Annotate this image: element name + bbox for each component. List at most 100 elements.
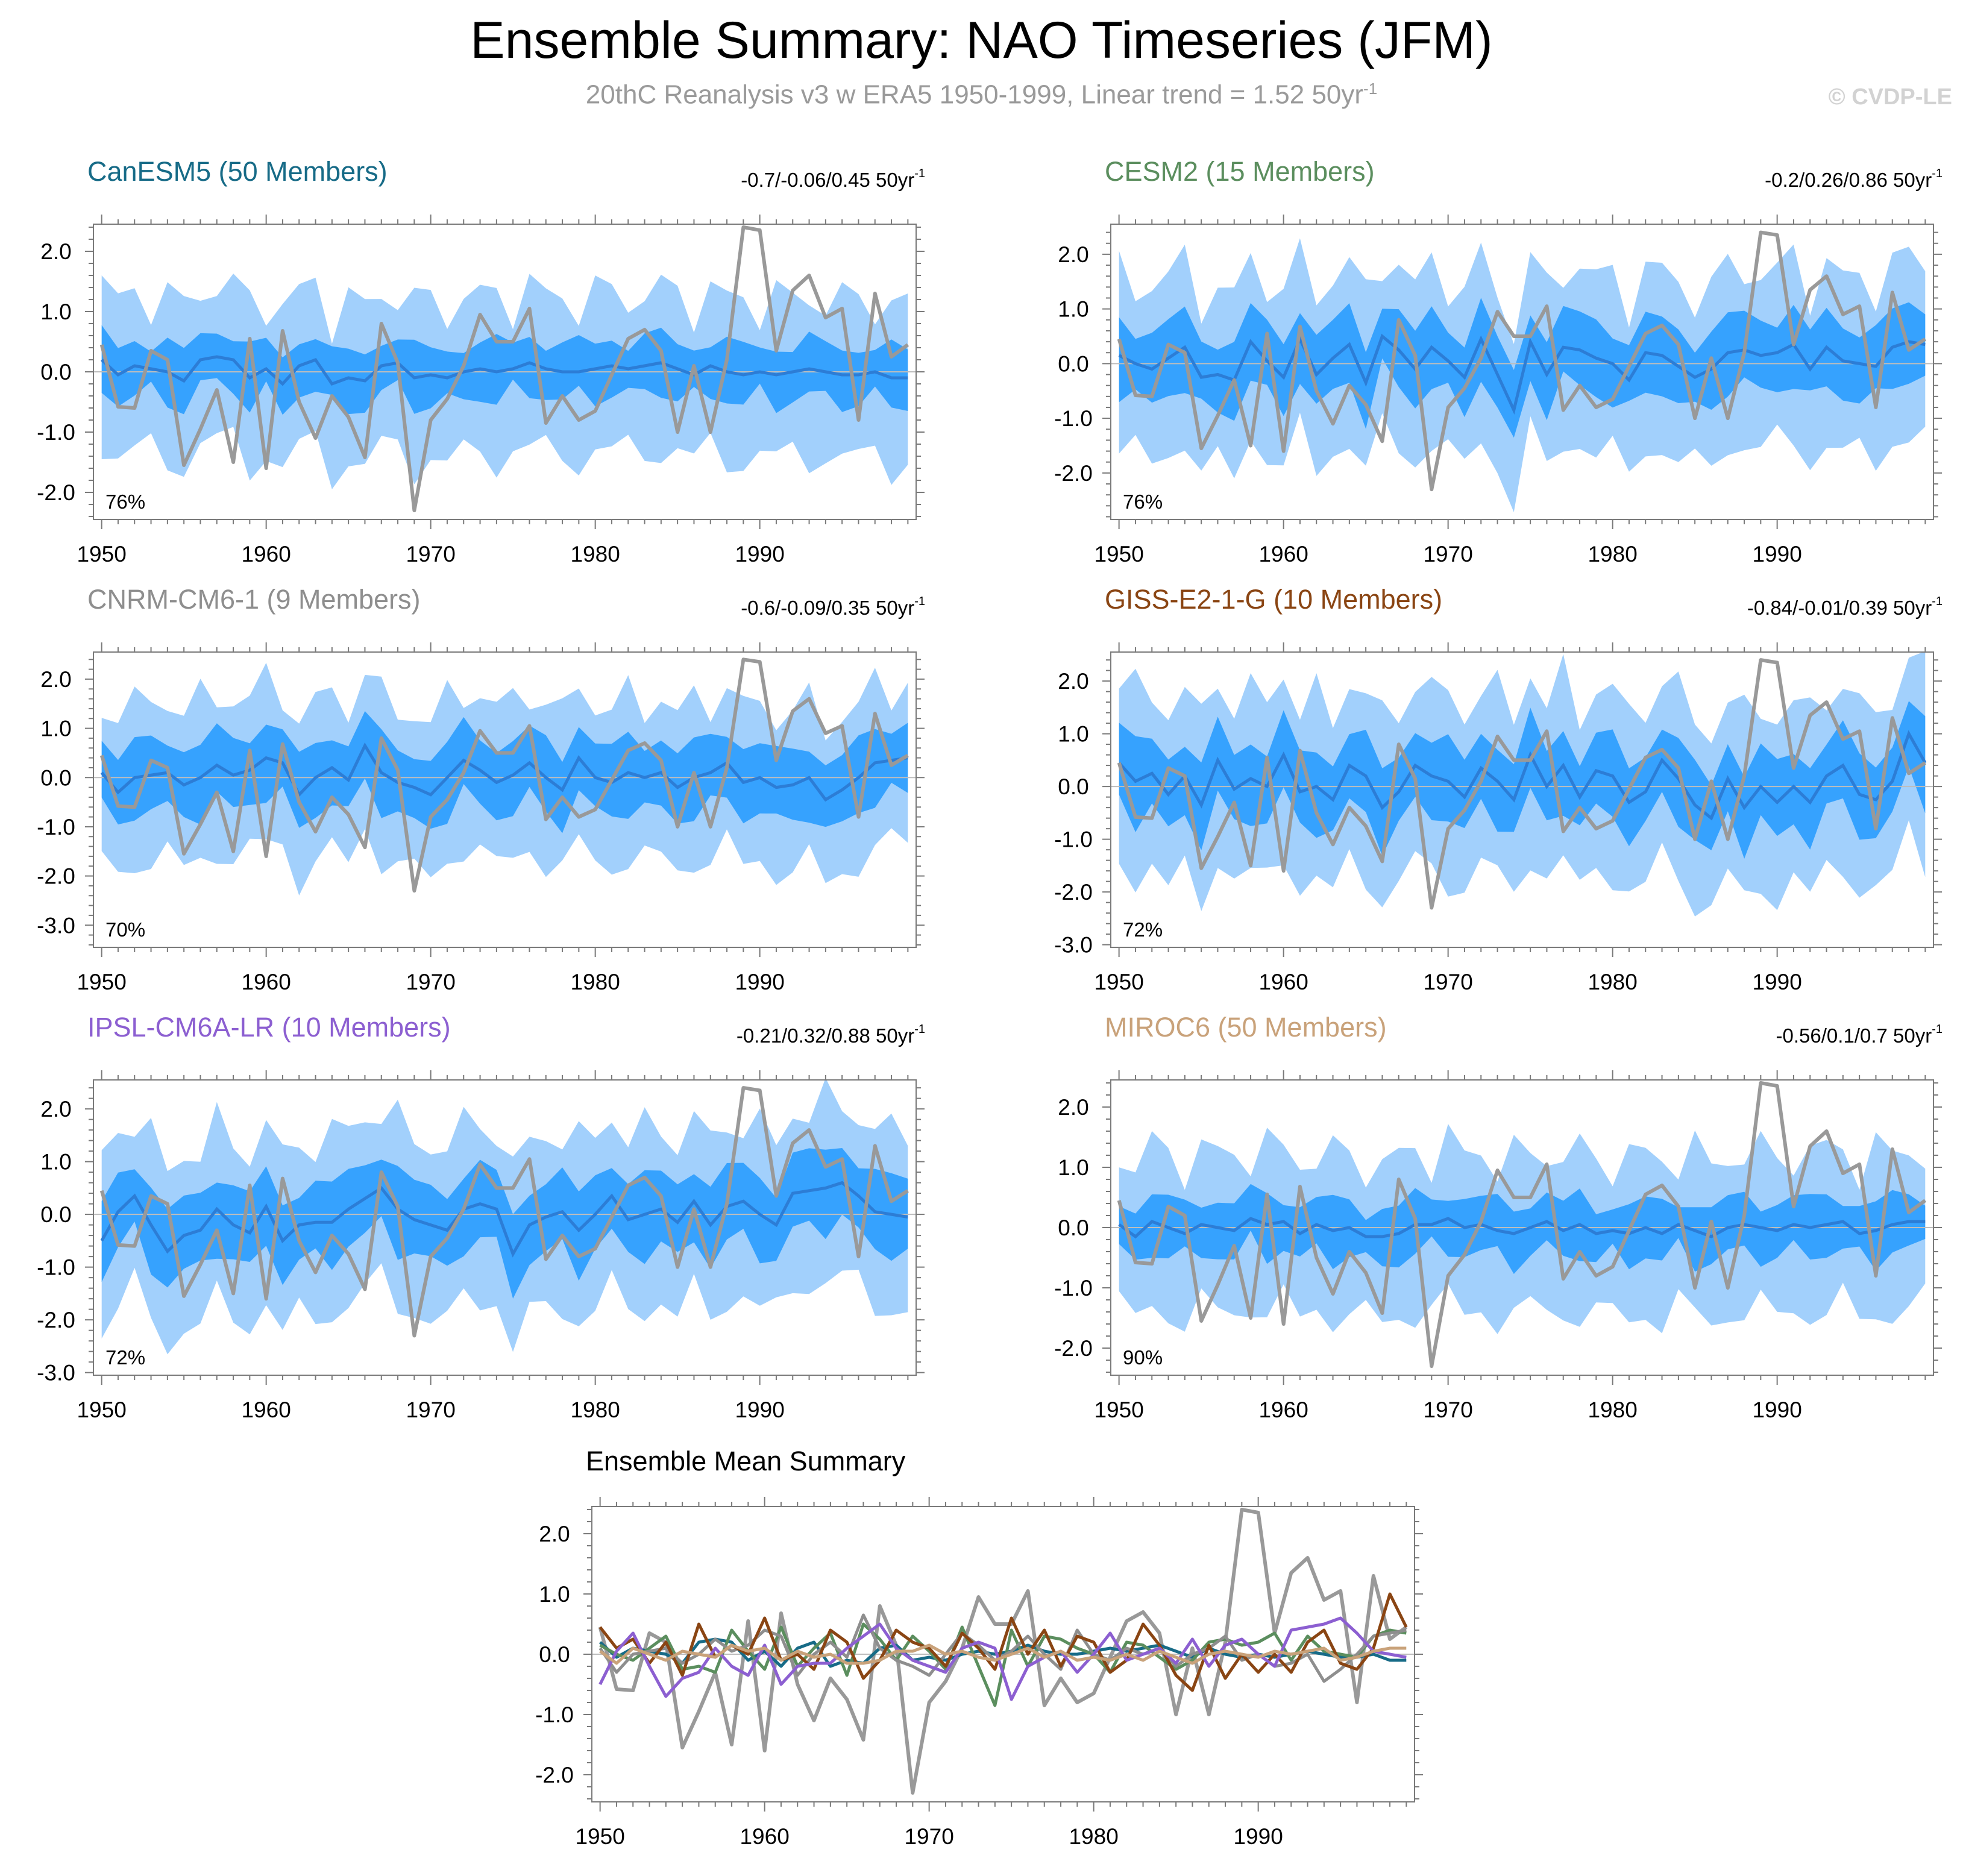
plot-area [1111,652,1933,917]
model-title: CanESM5 (50 Members) [87,156,388,187]
trend-superscript: -1 [914,167,925,180]
x-tick-label: 1980 [570,542,620,566]
x-tick-label: 1960 [241,970,291,994]
x-tick-label: 1990 [735,542,784,566]
y-tick-label: 1.0 [40,717,71,741]
plot-frame [93,1079,917,1376]
y-tick-label: 2.0 [1058,669,1088,694]
percent-label: 72% [1123,918,1163,941]
observation-line [1117,658,1926,910]
x-tick-label: 1970 [1423,1398,1472,1422]
ensemble-mean-line [1118,1217,1926,1239]
y-tick-label: -2.0 [37,864,75,889]
plot-frame [1110,224,1934,520]
figure-subtitle: 20thC Reanalysis v3 w ERA5 1950-1999, Li… [0,80,1963,110]
plot-frame [1110,651,1934,948]
summary-title: Ensemble Mean Summary [586,1446,906,1476]
y-tick-label: 2.0 [40,1097,71,1122]
spread-band-inner [101,1148,908,1299]
x-tick-label: 1970 [1423,970,1472,994]
y-tick-label: -2.0 [37,480,75,505]
y-tick-label: -1.0 [1054,406,1093,431]
subtitle-text: 20thC Reanalysis v3 w ERA5 1950-1999, Li… [585,80,1364,110]
y-tick-label: 0.0 [40,765,71,790]
y-tick-label: 2.0 [1058,242,1088,267]
x-tick-label: 1950 [1094,970,1143,994]
trend-superscript: -1 [1932,1023,1943,1036]
plot-frame [93,651,917,948]
y-tick-label: 2.0 [1058,1095,1088,1120]
y-tick-label: -2.0 [1054,1336,1093,1361]
y-tick-label: -1.0 [1054,1276,1093,1300]
y-tick-label: 2.0 [539,1522,570,1546]
x-tick-label: 1950 [1094,542,1143,566]
y-tick-label: 1.0 [40,1150,71,1175]
y-tick-label: -2.0 [1054,461,1093,486]
ipsl-cm6a-lr-mean-line [598,1616,1407,1701]
y-tick-label: 1.0 [1058,297,1088,322]
x-tick-label: 1960 [1258,1398,1308,1422]
plot-area [592,1508,1415,1795]
y-tick-label: 0.0 [40,1202,71,1227]
ensemble-mean-line [100,1181,908,1258]
spread-band-inner [1119,298,1926,438]
trend-label: -0.84/-0.01/0.39 50yr-1 [1747,595,1943,619]
y-tick-label: -3.0 [37,913,75,938]
y-tick-label: 2.0 [40,239,71,264]
trend-superscript: -1 [914,1023,925,1036]
ensemble-mean-line [1117,730,1927,821]
percent-label: 70% [105,918,145,941]
model-title: CESM2 (15 Members) [1105,156,1375,187]
trend-superscript: -1 [914,595,925,608]
x-tick-label: 1990 [1233,1824,1283,1849]
subtitle-superscript: -1 [1363,80,1378,98]
plot-area [93,1080,916,1355]
y-tick-label: -1.0 [37,815,75,839]
ensemble-mean-line [100,742,908,802]
model-title: CNRM-CM6-1 (9 Members) [87,584,421,615]
x-tick-label: 1960 [1258,542,1308,566]
x-tick-label: 1990 [735,970,784,994]
plot-area [93,225,916,512]
x-tick-label: 1950 [77,542,126,566]
x-tick-label: 1950 [77,970,126,994]
trend-label: -0.2/0.26/0.86 50yr-1 [1765,167,1943,191]
y-tick-label: -1.0 [1054,827,1093,852]
x-tick-label: 1960 [241,542,291,566]
y-tick-label: -3.0 [1054,933,1093,958]
y-tick-label: 0.0 [1058,1216,1088,1240]
y-tick-label: 0.0 [1058,351,1088,376]
trend-label: -0.7/-0.06/0.45 50yr-1 [741,167,925,191]
plot-area [1111,1081,1933,1368]
plot-area [93,657,916,896]
x-tick-label: 1950 [575,1824,624,1849]
y-tick-label: 0.0 [40,360,71,384]
x-tick-label: 1980 [1588,1398,1637,1422]
x-tick-label: 1980 [1069,1824,1118,1849]
x-tick-label: 1960 [740,1824,789,1849]
x-tick-label: 1970 [904,1824,953,1849]
x-tick-label: 1960 [241,1398,291,1422]
y-tick-label: -1.0 [535,1702,574,1727]
x-tick-label: 1980 [570,1398,620,1422]
ensemble-mean-line [101,355,908,386]
y-tick-label: -2.0 [1054,880,1093,905]
y-tick-label: 1.0 [1058,722,1088,747]
x-tick-label: 1970 [406,542,455,566]
observation-line [99,1086,909,1338]
x-tick-label: 1950 [1094,1398,1143,1422]
y-tick-label: 1.0 [539,1582,570,1607]
y-tick-label: -1.0 [37,1255,75,1280]
cesm2-mean-line [599,1622,1407,1707]
x-tick-label: 1970 [406,1398,455,1422]
spread-band-inner [101,711,908,833]
copyright-watermark: © CVDP-LE [1828,84,1952,110]
trend-label: -0.6/-0.09/0.35 50yr-1 [741,595,925,619]
y-tick-label: -2.0 [37,1308,75,1332]
y-tick-label: 0.0 [539,1642,570,1667]
